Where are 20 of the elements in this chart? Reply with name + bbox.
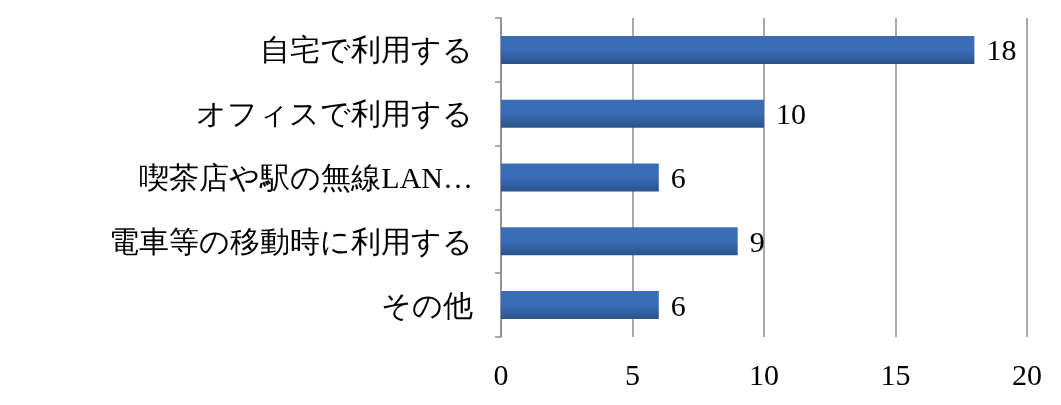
data-label: 10 xyxy=(776,97,806,131)
data-label: 9 xyxy=(749,224,765,258)
bar xyxy=(501,227,738,256)
bar xyxy=(501,291,659,320)
y-tick-label: オフィスで利用する xyxy=(196,97,473,131)
x-tick-label: 20 xyxy=(1012,357,1042,391)
bar xyxy=(501,99,764,128)
data-label: 18 xyxy=(986,33,1017,67)
data-label: 6 xyxy=(670,161,686,194)
y-tick-label: 喫茶店や駅の無線LAN… xyxy=(139,161,473,194)
bar xyxy=(501,163,659,192)
x-tick-label: 5 xyxy=(625,357,640,391)
x-tick-label: 0 xyxy=(493,357,509,391)
y-tick-label: 電車等の移動時に利用する xyxy=(109,224,473,258)
bar xyxy=(501,35,975,64)
y-tick-label: 自宅で利用する xyxy=(260,33,473,67)
x-tick-label: 10 xyxy=(749,357,779,391)
x-tick-label: 15 xyxy=(880,357,911,391)
y-tick-label: その他 xyxy=(381,288,473,322)
data-label: 6 xyxy=(670,288,686,322)
